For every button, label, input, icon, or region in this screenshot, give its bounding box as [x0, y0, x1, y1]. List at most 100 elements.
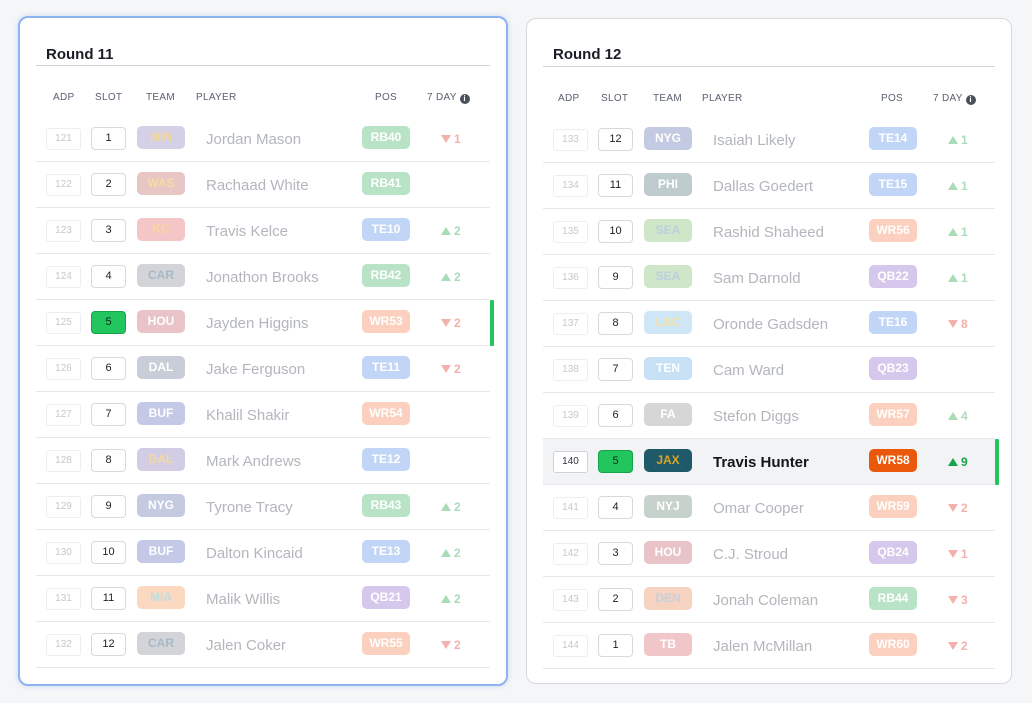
player-name[interactable]: Stefon Diggs: [713, 408, 799, 425]
adp-value: 138: [553, 359, 588, 381]
team-badge: TB: [644, 633, 692, 656]
player-name[interactable]: Travis Kelce: [206, 223, 288, 240]
player-name[interactable]: Rashid Shaheed: [713, 224, 824, 241]
adp-change: 4: [948, 409, 968, 423]
team-badge: LAC: [644, 311, 692, 334]
pick-row[interactable]: 143 2 DEN Jonah Coleman RB44 3: [543, 577, 995, 623]
pick-row[interactable]: 137 8 LAC Oronde Gadsden TE16 8: [543, 301, 995, 347]
pick-row[interactable]: 141 4 NYJ Omar Cooper WR59 2: [543, 485, 995, 531]
pick-row[interactable]: 142 3 HOU C.J. Stroud QB24 1: [543, 531, 995, 577]
adp-change-value: 1: [454, 132, 461, 146]
player-name[interactable]: Khalil Shakir: [206, 407, 290, 424]
player-name[interactable]: Jonathon Brooks: [206, 269, 319, 286]
player-name[interactable]: Dallas Goedert: [713, 178, 814, 195]
slot-badge: 12: [598, 128, 633, 151]
player-name[interactable]: Jake Ferguson: [206, 361, 306, 378]
adp-change: 2: [441, 362, 461, 376]
pick-row[interactable]: 124 4 CAR Jonathon Brooks RB42 2: [36, 254, 490, 300]
player-name[interactable]: Jalen McMillan: [713, 638, 813, 655]
pick-row[interactable]: 130 10 BUF Dalton Kincaid TE13 2: [36, 530, 490, 576]
adp-change-value: 1: [961, 133, 968, 147]
pick-row[interactable]: 140 5 JAX Travis Hunter WR58 9: [543, 439, 999, 485]
player-name[interactable]: Tyrone Tracy: [206, 499, 293, 516]
header-slot: SLOT: [95, 92, 123, 103]
slot-badge: 4: [598, 496, 633, 519]
adp-change: 1: [948, 225, 968, 239]
player-name[interactable]: Jalen Coker: [206, 637, 287, 654]
adp-change: 2: [948, 639, 968, 653]
player-name[interactable]: Cam Ward: [713, 362, 785, 379]
pick-row[interactable]: 134 11 PHI Dallas Goedert TE15 1: [543, 163, 995, 209]
position-badge: WR59: [869, 495, 917, 518]
player-name[interactable]: Jonah Coleman: [713, 592, 819, 609]
header-adp: ADP: [53, 92, 75, 103]
slot-badge: 11: [91, 587, 126, 610]
pick-row[interactable]: 135 10 SEA Rashid Shaheed WR56 1: [543, 209, 995, 255]
player-name[interactable]: Omar Cooper: [713, 500, 804, 517]
pick-row[interactable]: 128 8 BAL Mark Andrews TE12: [36, 438, 490, 484]
arrow-up-icon: [948, 458, 958, 466]
slot-badge: 8: [598, 312, 633, 335]
player-name[interactable]: Isaiah Likely: [713, 132, 796, 149]
adp-change: 9: [948, 455, 968, 469]
pick-row[interactable]: 129 9 NYG Tyrone Tracy RB43 2: [36, 484, 490, 530]
pick-row[interactable]: 123 3 KC Travis Kelce TE10 2: [36, 208, 490, 254]
position-badge: WR53: [362, 310, 410, 333]
player-name[interactable]: Malik Willis: [206, 591, 281, 608]
adp-change: 1: [948, 271, 968, 285]
player-name[interactable]: Sam Darnold: [713, 270, 801, 287]
team-badge: BUF: [137, 402, 185, 425]
slot-badge: 10: [598, 220, 633, 243]
slot-badge: 5: [91, 311, 126, 334]
arrow-down-icon: [948, 550, 958, 558]
adp-change-value: 1: [961, 179, 968, 193]
player-name[interactable]: Oronde Gadsden: [713, 316, 829, 333]
arrow-down-icon: [948, 596, 958, 604]
round-12-panel: Round 12 ADP SLOT TEAM PLAYER POS 7 DAY i…: [526, 18, 1012, 684]
arrow-up-icon: [441, 549, 451, 557]
pick-row[interactable]: 121 1 MIN Jordan Mason RB40 1: [36, 116, 490, 162]
pick-row[interactable]: 132 12 CAR Jalen Coker WR55 2: [36, 622, 490, 668]
team-badge: HOU: [644, 541, 692, 564]
position-badge: QB24: [869, 541, 917, 564]
team-badge: SEA: [644, 219, 692, 242]
player-name[interactable]: C.J. Stroud: [713, 546, 789, 563]
pick-row[interactable]: 126 6 DAL Jake Ferguson TE11 2: [36, 346, 490, 392]
position-badge: QB23: [869, 357, 917, 380]
pick-row[interactable]: 127 7 BUF Khalil Shakir WR54: [36, 392, 490, 438]
adp-change: 2: [441, 592, 461, 606]
pick-row[interactable]: 138 7 TEN Cam Ward QB23: [543, 347, 995, 393]
team-badge: HOU: [137, 310, 185, 333]
position-badge: TE12: [362, 448, 410, 471]
position-badge: WR58: [869, 449, 917, 472]
adp-value: 143: [553, 589, 588, 611]
position-badge: TE11: [362, 356, 410, 379]
player-name[interactable]: Jayden Higgins: [206, 315, 309, 332]
player-name[interactable]: Rachaad White: [206, 177, 309, 194]
pick-row[interactable]: 125 5 HOU Jayden Higgins WR53 2: [36, 300, 494, 346]
info-icon[interactable]: i: [965, 95, 976, 105]
arrow-down-icon: [441, 365, 451, 373]
pick-row[interactable]: 139 6 FA Stefon Diggs WR57 4: [543, 393, 995, 439]
player-name[interactable]: Jordan Mason: [206, 131, 302, 148]
arrow-up-icon: [948, 228, 958, 236]
adp-value: 135: [553, 221, 588, 243]
adp-change-value: 2: [454, 546, 461, 560]
adp-value: 134: [553, 175, 588, 197]
pick-row[interactable]: 133 12 NYG Isaiah Likely TE14 1: [543, 117, 995, 163]
arrow-down-icon: [441, 135, 451, 143]
adp-change-value: 4: [961, 409, 968, 423]
header-pos: POS: [375, 92, 398, 103]
pick-row[interactable]: 122 2 WAS Rachaad White RB41: [36, 162, 490, 208]
player-name[interactable]: Dalton Kincaid: [206, 545, 303, 562]
position-badge: TE16: [869, 311, 917, 334]
pick-row[interactable]: 144 1 TB Jalen McMillan WR60 2: [543, 623, 995, 669]
player-name[interactable]: Travis Hunter: [713, 454, 809, 471]
pick-row[interactable]: 131 11 MIA Malik Willis QB21 2: [36, 576, 490, 622]
pick-row[interactable]: 136 9 SEA Sam Darnold QB22 1: [543, 255, 995, 301]
slot-badge: 2: [91, 173, 126, 196]
info-icon[interactable]: i: [459, 94, 470, 104]
player-name[interactable]: Mark Andrews: [206, 453, 302, 470]
adp-change: 2: [441, 224, 461, 238]
slot-badge: 8: [91, 449, 126, 472]
